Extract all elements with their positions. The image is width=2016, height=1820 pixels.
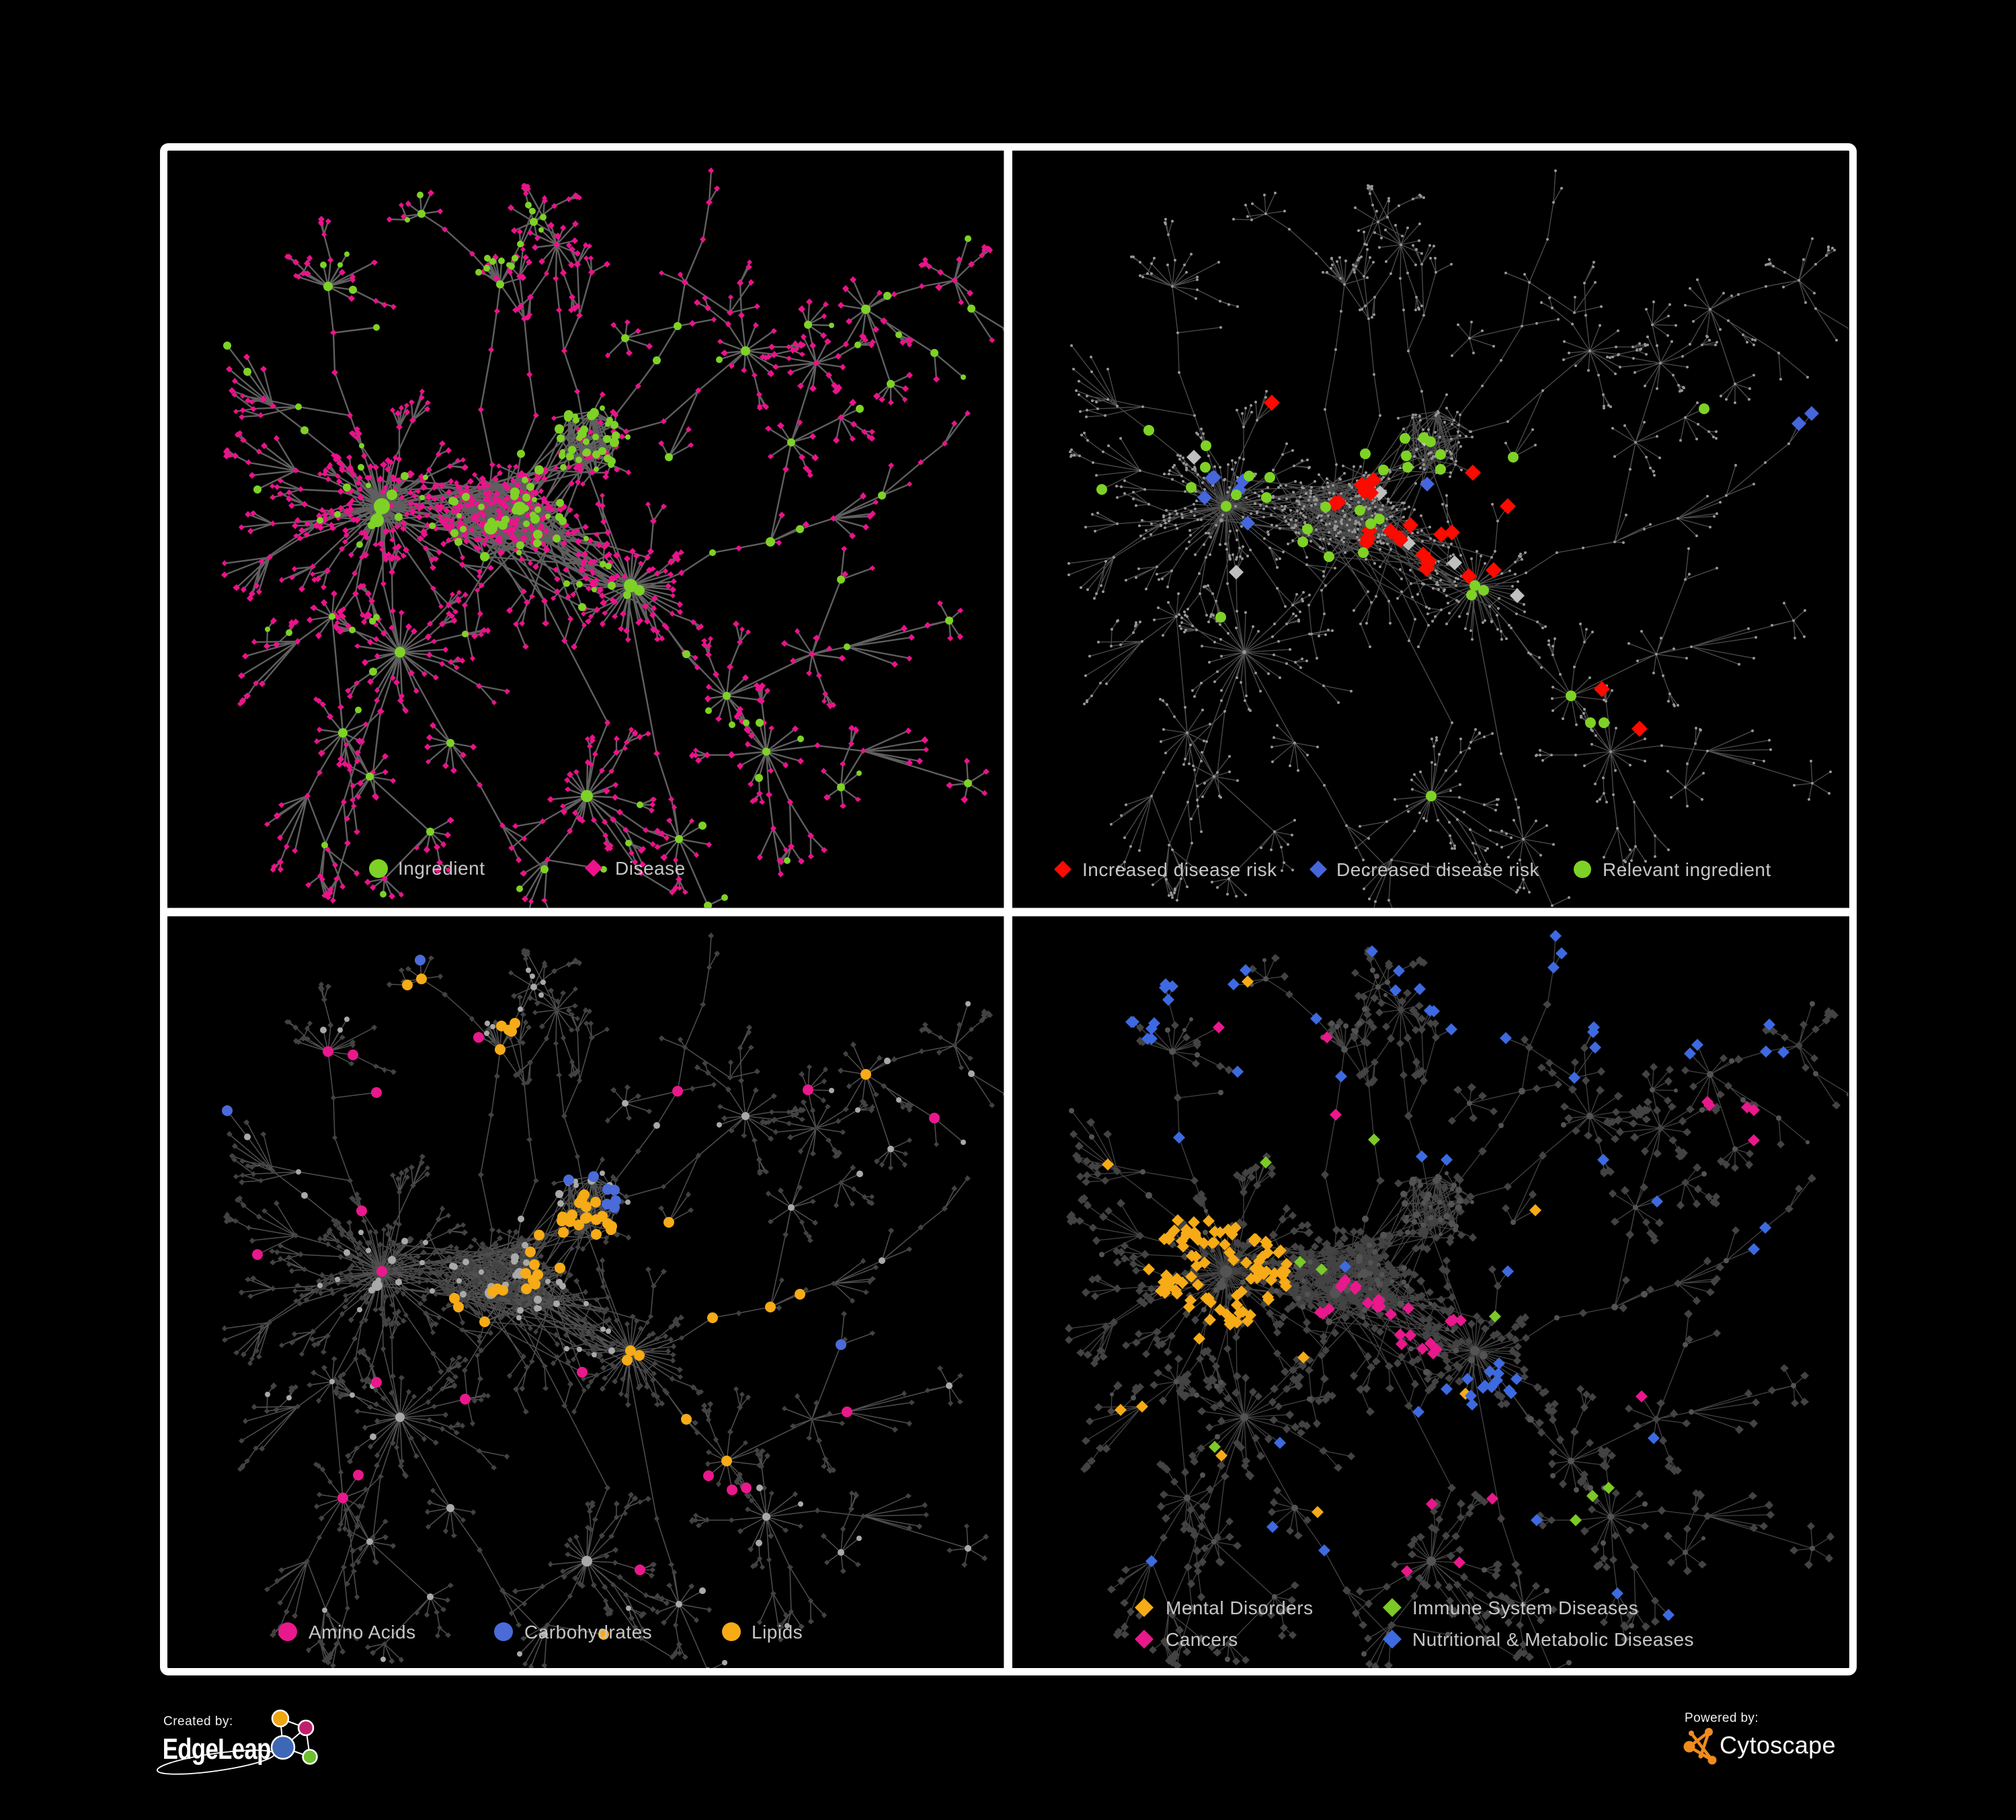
svg-text:Increased disease risk: Increased disease risk <box>1082 859 1277 880</box>
svg-text:Ingredient: Ingredient <box>398 858 485 879</box>
svg-text:Decreased disease risk: Decreased disease risk <box>1336 859 1540 880</box>
svg-text:Disease: Disease <box>615 858 686 879</box>
svg-text:Mental Disorders: Mental Disorders <box>1166 1597 1314 1618</box>
svg-text:Powered by:: Powered by: <box>1685 1711 1759 1725</box>
svg-text:Cancers: Cancers <box>1166 1629 1238 1650</box>
svg-text:Relevant ingredient: Relevant ingredient <box>1603 859 1771 880</box>
svg-text:Nutritional & Metabolic Diseas: Nutritional & Metabolic Diseases <box>1412 1629 1694 1650</box>
svg-text:Immune System Diseases: Immune System Diseases <box>1412 1597 1638 1618</box>
svg-text:Carbohydrates: Carbohydrates <box>524 1622 652 1643</box>
svg-text:Amino Acids: Amino Acids <box>309 1622 416 1643</box>
svg-text:Created by:: Created by: <box>163 1714 233 1729</box>
svg-text:Lipids: Lipids <box>752 1622 803 1643</box>
svg-text:Cytoscape: Cytoscape <box>1720 1731 1836 1759</box>
